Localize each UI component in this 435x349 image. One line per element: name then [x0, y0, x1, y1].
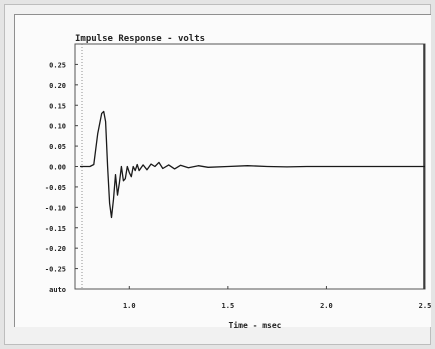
x-tick-label: 2.0 — [320, 302, 333, 310]
y-tick-label: 0.10 — [49, 123, 66, 131]
y-tick-label: 0.25 — [49, 61, 66, 69]
x-axis-label: Time - msec — [229, 320, 282, 330]
y-tick-label: 0.15 — [49, 102, 66, 110]
series-line-1 — [80, 110, 425, 219]
y-tick-label: -0.05 — [45, 184, 66, 192]
x-tick-label: 2.5 — [419, 302, 432, 310]
y-tick-label: 0.05 — [49, 143, 66, 151]
y-tick-label: -0.15 — [45, 225, 66, 233]
y-tick-label: 0.00 — [49, 164, 66, 172]
x-tick-label: 1.5 — [222, 302, 235, 310]
chart-title: Impulse Response - volts — [75, 34, 205, 44]
y-tick-label: -0.20 — [45, 245, 66, 253]
y-tick-label: -0.25 — [45, 266, 66, 274]
plot-panel — [14, 14, 431, 327]
y-tick-label: 0.20 — [49, 82, 66, 90]
y-axis-bottom-label: auto — [49, 286, 66, 294]
y-tick-label: -0.10 — [45, 204, 66, 212]
x-tick-label: 1.0 — [123, 302, 136, 310]
